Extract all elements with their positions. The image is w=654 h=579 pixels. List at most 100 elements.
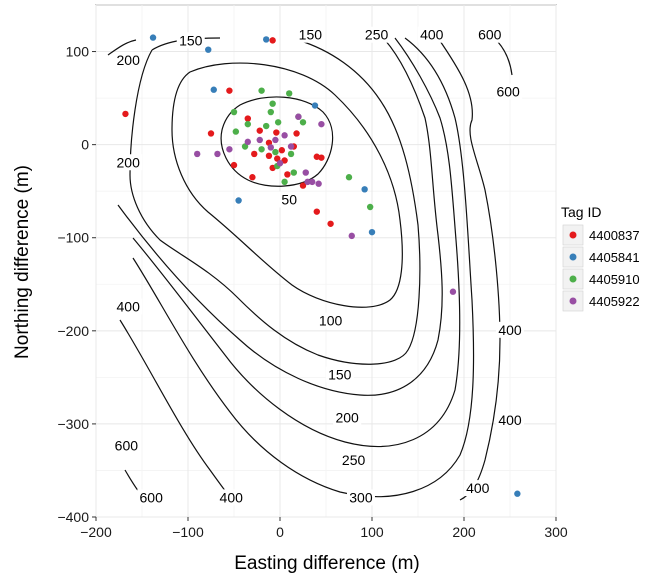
x-tick-label: 300 (544, 524, 568, 540)
contour-label-bg (333, 409, 362, 426)
contour-label-bg (346, 489, 375, 506)
point-4405922 (304, 178, 311, 186)
point-4400837 (313, 208, 320, 215)
point-4400837 (249, 174, 256, 181)
contour-100 (171, 62, 403, 308)
point-4400837 (207, 130, 215, 137)
point-4405922 (214, 150, 221, 158)
x-tick-label: 100 (360, 524, 384, 540)
contour-label-bg (496, 412, 524, 429)
point-4405841 (149, 34, 157, 41)
point-4400837 (318, 154, 325, 161)
point-4400837 (327, 220, 334, 227)
contour-600-right (497, 41, 513, 76)
point-4405910 (345, 174, 353, 181)
y-tick-label: 0 (81, 137, 89, 153)
contour-400-right (437, 37, 501, 501)
point-4405910 (232, 128, 240, 135)
y-tick-label: 100 (66, 44, 90, 60)
point-4400837 (265, 152, 273, 160)
contour-label: 100 (319, 313, 343, 329)
contour-200 (107, 39, 443, 396)
contour-label: 400 (420, 27, 444, 43)
y-axis-title: Northing difference (m) (12, 165, 33, 359)
point-4405922 (315, 180, 322, 187)
legend-label: 4405841 (589, 250, 640, 265)
point-4400837 (273, 129, 280, 136)
point-4405910 (286, 90, 293, 97)
contour-label: 300 (349, 489, 373, 505)
contour-label: 200 (335, 409, 359, 425)
contour-label: 150 (299, 27, 323, 43)
contour-label: 250 (342, 452, 366, 468)
contour-label: 400 (220, 489, 244, 505)
point-4405910 (366, 203, 374, 211)
x-tick-label: −200 (80, 524, 112, 540)
contour-label-bg (496, 321, 524, 338)
point-4405841 (361, 186, 368, 193)
contour-label: 200 (117, 52, 141, 68)
x-tick-label: −100 (172, 524, 204, 540)
point-4405922 (281, 132, 288, 139)
point-4405910 (299, 119, 307, 126)
point-4405922 (267, 144, 274, 151)
contour-label: 600 (496, 84, 520, 100)
point-4405922 (226, 146, 233, 153)
legend-key-dot (569, 253, 577, 261)
point-4405910 (263, 122, 270, 130)
contour-label-bg (112, 437, 141, 454)
legend-key-dot (569, 297, 577, 305)
contour-label-bg (217, 489, 246, 506)
contour-label-bg (463, 480, 492, 497)
point-4400837 (244, 115, 251, 122)
point-4400837 (281, 157, 288, 164)
contour-label-bg (475, 26, 504, 43)
point-4405910 (272, 148, 279, 156)
contour-label: 400 (498, 322, 522, 338)
point-4405922 (295, 113, 302, 120)
contour-label-bg (339, 452, 368, 469)
contour-label: 150 (328, 367, 352, 383)
legend-label: 4405910 (589, 272, 640, 287)
point-4400837 (226, 87, 233, 94)
legend-title: Tag ID (561, 204, 601, 220)
point-4405922 (256, 136, 263, 144)
point-4405922 (449, 288, 457, 295)
x-tick-label: 0 (276, 524, 284, 540)
point-4405841 (514, 490, 521, 497)
contour-label: 250 (365, 27, 389, 43)
point-4405922 (287, 143, 295, 150)
legend-items: 4400837 4405841 4405910 4405922 (562, 224, 640, 312)
grid-minor (96, 4, 556, 517)
point-4405910 (290, 169, 297, 176)
legend-label: 4400837 (589, 228, 640, 243)
contour-250 (132, 37, 461, 448)
point-4400837 (251, 150, 258, 158)
x-axis-ticks: −200 −100 0 100 200 300 (80, 517, 568, 540)
point-4400837 (278, 147, 286, 154)
grid-major (95, 5, 557, 518)
point-4405922 (194, 150, 201, 158)
point-4405910 (269, 100, 276, 107)
point-4405910 (244, 120, 251, 128)
contour-label-bg (494, 83, 523, 100)
point-4405841 (311, 102, 319, 109)
point-4400837 (256, 127, 263, 134)
point-4405841 (263, 36, 270, 43)
legend-label: 4405922 (589, 294, 640, 309)
y-axis-ticks: −400 −300 −200 −100 0 100 (57, 44, 96, 525)
point-4400837 (274, 155, 281, 162)
point-4405841 (235, 197, 242, 204)
point-4405922 (309, 178, 316, 186)
contour-label-bg (316, 312, 345, 329)
point-4405910 (258, 146, 265, 153)
contour-label-bg (114, 51, 143, 68)
contour-50 (220, 96, 334, 187)
point-4405922 (244, 138, 251, 146)
point-4405910 (281, 178, 288, 186)
contour-label-bg (279, 191, 300, 208)
point-4405910 (267, 108, 274, 116)
x-axis-title: Easting difference (m) (234, 553, 420, 574)
point-4400837 (299, 182, 307, 189)
